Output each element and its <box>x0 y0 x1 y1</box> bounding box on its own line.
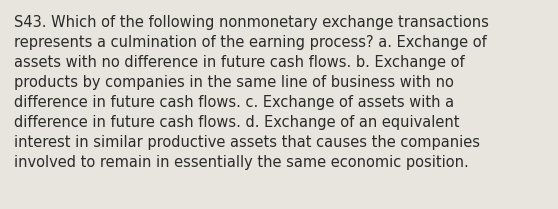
Text: S43. Which of the following nonmonetary exchange transactions
represents a culmi: S43. Which of the following nonmonetary … <box>14 15 489 170</box>
